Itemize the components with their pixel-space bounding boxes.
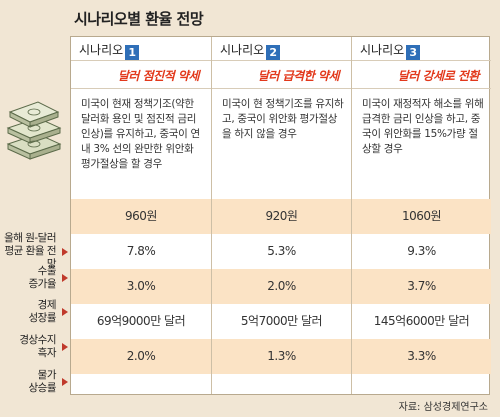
scenario-number-badge: 1	[125, 45, 140, 60]
value-inflation: 1.3%	[267, 349, 296, 363]
row-label-current-account: 경상수지 흑자	[0, 334, 70, 360]
value-exchange-rate: 960원	[125, 209, 157, 223]
value-export-growth: 9.3%	[407, 244, 436, 258]
value-current-account: 145억6000만 달러	[373, 314, 470, 328]
value-economic-growth: 2.0%	[267, 279, 296, 293]
scenario-description: 미국이 현 정책기조를 유지하고, 중국이 위안화 평가절상을 하지 않을 경우	[222, 98, 344, 140]
page-title: 시나리오별 환율 전망	[74, 10, 204, 28]
scenario-number-badge: 3	[406, 45, 421, 60]
scenario-subtitle: 달러 강세로 전환	[352, 60, 491, 89]
value-inflation: 3.3%	[407, 349, 436, 363]
row-band	[71, 339, 491, 374]
source-note: 자료: 삼성경제연구소	[398, 402, 488, 413]
value-export-growth: 5.3%	[267, 244, 296, 258]
scenario-column-1: 시나리오 1 달러 점진적 약세 미국이 현재 정책기조(약한 달러화 용인 및 …	[71, 37, 211, 394]
row-label-economic-growth: 경제 성장률	[0, 299, 70, 325]
value-inflation: 2.0%	[126, 349, 156, 363]
value-exchange-rate: 1060원	[401, 209, 442, 223]
row-label-export-growth: 수출 증가율	[0, 265, 70, 291]
scenario-subtitle: 달러 점진적 약세	[71, 60, 211, 89]
value-current-account: 69억9000만 달러	[96, 314, 186, 328]
money-stack-icon	[6, 101, 62, 160]
row-band	[71, 269, 491, 304]
scenario-number-badge: 2	[266, 45, 281, 60]
row-band	[71, 199, 491, 234]
scenario-description: 미국이 재정적자 해소를 위해 급격한 금리 인상을 하고, 중국이 위안화를 …	[362, 98, 484, 155]
scenario-description: 미국이 현재 정책기조(약한 달러화 용인 및 점진적 금리 인상)를 유지하고…	[81, 98, 200, 170]
value-export-growth: 7.8%	[126, 244, 156, 258]
value-current-account: 5억7000만 달러	[240, 314, 323, 328]
scenario-header: 시나리오 2	[212, 37, 351, 60]
value-economic-growth: 3.0%	[126, 279, 156, 293]
value-economic-growth: 3.7%	[407, 279, 436, 293]
scenario-header: 시나리오 1	[71, 37, 211, 60]
scenario-column-3: 시나리오 3 달러 강세로 전환 미국이 재정적자 해소를 위해 급격한 금리 인…	[351, 37, 491, 394]
value-exchange-rate: 920원	[265, 209, 298, 223]
row-label-exchange-rate: 올해 원-달러 평균 환율 전망	[0, 232, 70, 271]
scenario-subtitle: 달러 급격한 약세	[212, 60, 351, 89]
scenario-table: 시나리오 1 달러 점진적 약세 미국이 현재 정책기조(약한 달러화 용인 및 …	[70, 36, 491, 395]
row-label-inflation: 물가 상승률	[0, 369, 70, 395]
scenario-header: 시나리오 3	[352, 37, 491, 60]
scenario-column-2: 시나리오 2 달러 급격한 약세 미국이 현 정책기조를 유지하고, 중국이 위안…	[211, 37, 351, 394]
